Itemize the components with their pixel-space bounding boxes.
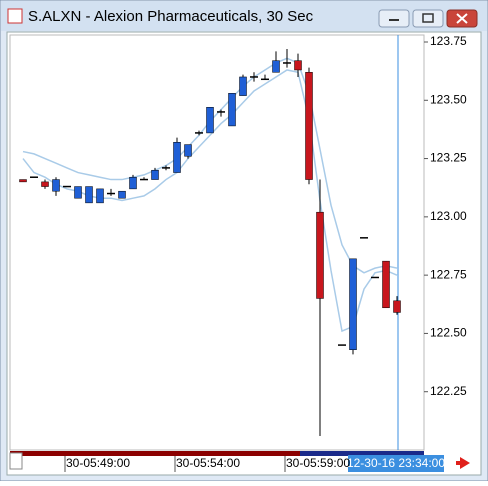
cursor-label-bg [348, 455, 444, 472]
y-tick-label: 123.25 [430, 151, 467, 165]
candle-body [294, 60, 302, 71]
candle-body [96, 188, 104, 204]
scroll-right-arrow[interactable] [456, 457, 470, 469]
scroll-thumb[interactable] [300, 451, 424, 456]
scroll-track [10, 451, 424, 456]
x-tick-label: 30-05:59:00 [286, 456, 350, 470]
candle-body [52, 179, 60, 192]
corner-box[interactable] [9, 452, 23, 470]
candle-body [349, 258, 357, 350]
candle-body [41, 181, 49, 187]
y-tick-label: 122.25 [430, 384, 467, 398]
candle-body [19, 179, 27, 183]
minimize-button[interactable] [378, 9, 410, 28]
candle-body [382, 260, 390, 309]
y-tick-label: 123.50 [430, 92, 467, 106]
plot-area [9, 34, 425, 451]
y-tick-label: 122.50 [430, 326, 467, 340]
candle-body [272, 60, 280, 73]
cursor-label: 12-30-16 23:34:00 [347, 456, 445, 470]
y-tick-label: 122.75 [430, 267, 467, 281]
candle-body [228, 93, 236, 127]
maximize-button[interactable] [412, 9, 444, 28]
y-tick-label: 123.00 [430, 209, 467, 223]
candle-body [206, 107, 214, 134]
candle-body [85, 186, 93, 204]
candle-body [239, 76, 247, 96]
candle-body [305, 72, 313, 180]
window-title: S.ALXN - Alexion Pharmaceuticals, 30 Sec [28, 8, 314, 25]
candle-body [184, 144, 192, 157]
candle-body [129, 176, 137, 190]
candle-body [173, 141, 181, 173]
x-tick-label: 30-05:54:00 [176, 456, 240, 470]
y-tick-label: 123.75 [430, 34, 467, 48]
candle-body [393, 300, 401, 313]
candle-body [316, 211, 324, 299]
candle-body [74, 186, 82, 199]
app-icon [7, 8, 23, 24]
candle-body [151, 169, 159, 180]
candle-body [118, 190, 126, 199]
x-tick-label: 30-05:49:00 [66, 456, 130, 470]
